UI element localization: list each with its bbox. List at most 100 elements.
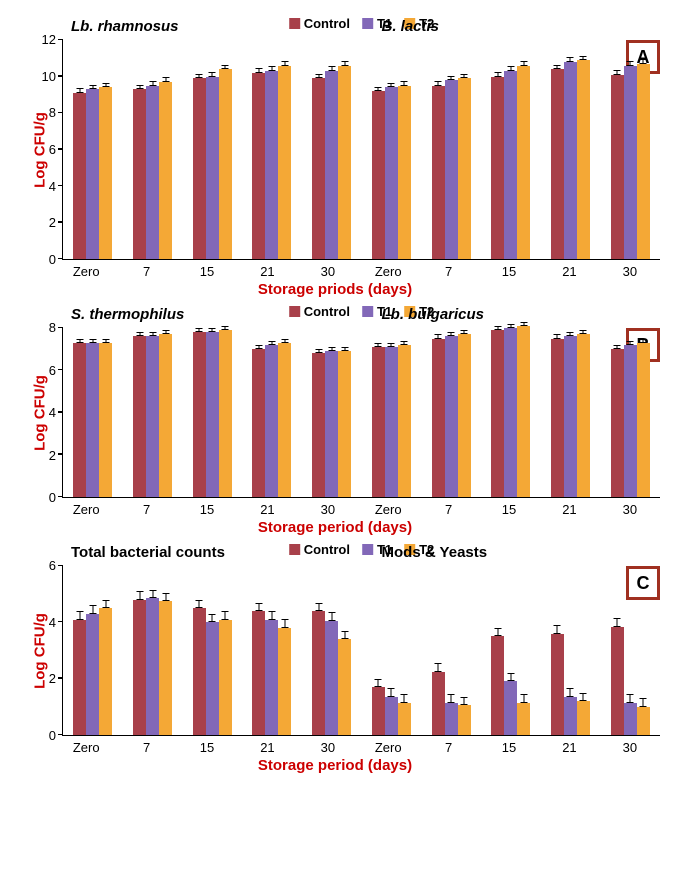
bar-c [551,634,564,735]
x-tick-label: 15 [177,736,237,755]
plot-area: ControlT1T2Total bacterial countsMods & … [62,566,660,736]
bar-t2 [577,701,590,735]
bar-t2 [338,351,351,497]
bar-group [302,566,362,735]
x-tick-label: 30 [298,260,358,279]
bar-c [372,687,385,735]
bar-t2 [458,334,471,497]
x-tick-label: 15 [177,260,237,279]
bar-t1 [325,71,338,259]
x-axis-label: Storage period (days) [10,757,660,774]
bar-c [133,89,146,259]
bar-t2 [517,66,530,259]
panel-C: CLog CFU/g6420ControlT1T2Total bacterial… [10,566,660,774]
bar-c [551,69,564,259]
bar-group [362,566,422,735]
x-tick-label: Zero [56,260,116,279]
legend-swatch [289,306,300,317]
panel-A: ALog CFU/g121086420ControlT1T2Lb. rhamno… [10,40,660,298]
bar-group [242,566,302,735]
bar-group [182,40,242,259]
subplot-title: S. thermophilus [71,306,184,323]
bar-t2 [338,66,351,259]
bar-c [252,349,265,497]
x-tick-label: 30 [298,736,358,755]
x-tick-label: 7 [418,736,478,755]
bar-t1 [146,86,159,259]
x-tick-label: 15 [479,260,539,279]
legend-item-control: Control [289,304,350,319]
x-ticks: Zero7152130Zero7152130 [56,736,660,755]
bar-t2 [99,87,112,259]
bar-t2 [278,66,291,259]
bar-c [312,353,325,497]
x-tick-label: 7 [116,736,176,755]
bar-t2 [159,334,172,497]
x-tick-label: 30 [600,498,660,517]
subplot-title: Lb. rhamnosus [71,18,179,35]
bar-group [541,40,601,259]
bar-group [123,40,183,259]
bar-group [421,566,481,735]
bar-c [611,75,624,259]
bar-t1 [325,351,338,497]
bar-c [611,627,624,735]
x-tick-label: 7 [418,498,478,517]
bar-t2 [219,330,232,497]
bar-c [73,93,86,259]
chart-area: Log CFU/g86420ControlT1T2S. thermophilus… [10,328,660,498]
bar-c [252,73,265,259]
bar-group [421,40,481,259]
bar-t1 [146,598,159,735]
bar-t1 [86,343,99,497]
bar-group [481,40,541,259]
bar-t1 [325,621,338,735]
x-tick-label: 15 [479,736,539,755]
x-tick-label: Zero [358,498,418,517]
y-axis-label: Log CFU/g [31,613,48,689]
x-tick-label: 7 [116,260,176,279]
bar-group [481,328,541,497]
bar-t1 [624,66,637,259]
subplot-title: Mods & Yeasts [382,544,488,561]
bar-group [600,40,660,259]
bar-t1 [445,336,458,497]
bar-t2 [577,60,590,259]
plot-area: ControlT1T2Lb. rhamnosusB. lactis [62,40,660,260]
bar-c [491,77,504,260]
y-axis-label: Log CFU/g [31,375,48,451]
bar-c [73,620,86,735]
bar-t2 [517,703,530,735]
bar-group [242,40,302,259]
x-tick-label: 21 [237,498,297,517]
bar-t1 [265,71,278,259]
bar-c [491,330,504,497]
x-tick-label: 30 [600,260,660,279]
legend-item-control: Control [289,16,350,31]
bar-t2 [278,628,291,735]
bar-t1 [146,336,159,497]
bar-t1 [385,87,398,259]
legend-label: Control [304,16,350,31]
x-tick-label: 7 [418,260,478,279]
bar-t2 [99,343,112,497]
bar-t1 [445,80,458,259]
bar-t2 [637,707,650,735]
bar-t1 [564,62,577,259]
bar-group [362,40,422,259]
bar-t1 [564,697,577,735]
bar-t2 [219,620,232,735]
bar-c [611,349,624,497]
bar-t2 [338,639,351,735]
bar-t2 [517,326,530,497]
x-tick-label: 21 [237,260,297,279]
bar-t1 [504,681,517,735]
x-tick-label: 7 [116,498,176,517]
bar-c [193,608,206,735]
bar-t1 [504,71,517,259]
chart-area: Log CFU/g6420ControlT1T2Total bacterial … [10,566,660,736]
bar-group [182,566,242,735]
bar-group [541,328,601,497]
bar-t2 [398,703,411,735]
half-left: S. thermophilus [63,328,362,497]
